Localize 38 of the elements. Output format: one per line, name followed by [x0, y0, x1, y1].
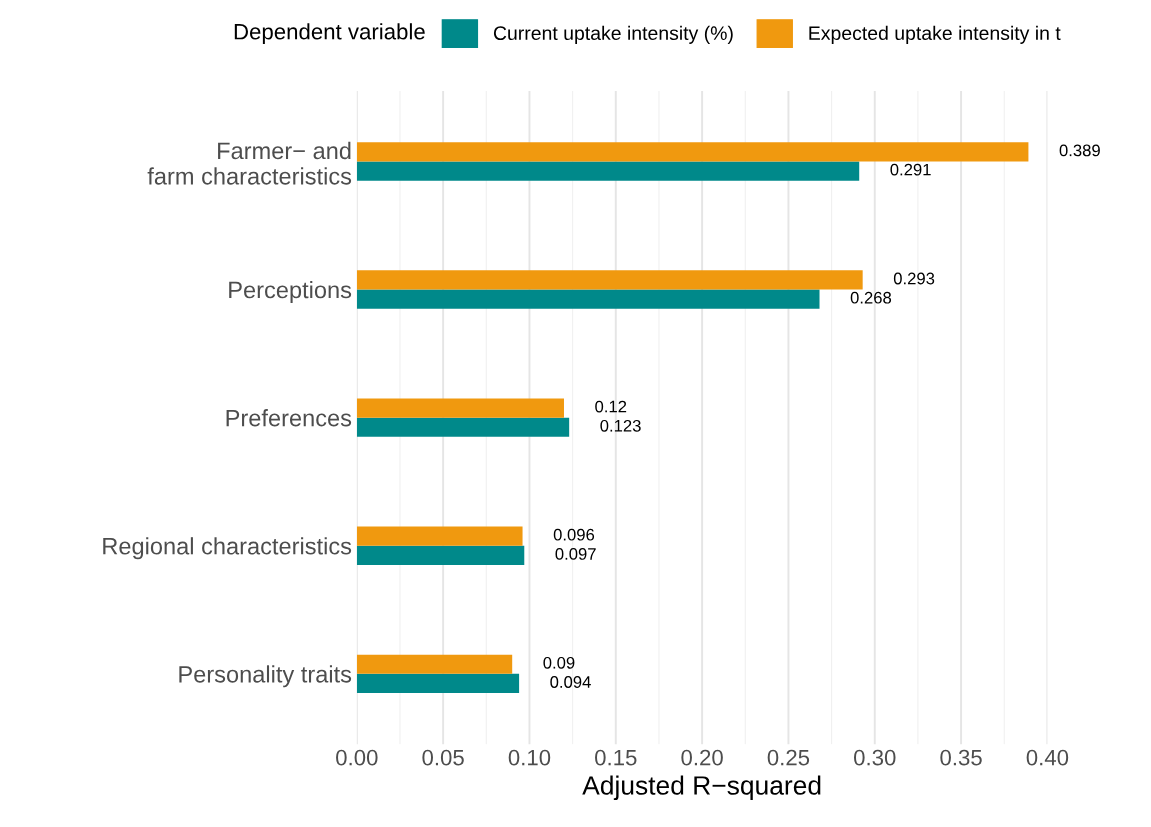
bar — [356, 398, 564, 418]
x-tick-label: 0.20 — [681, 749, 723, 766]
y-tick-label: Regional characteristics — [103, 537, 352, 560]
legend-title: Dependent variable — [234, 23, 425, 44]
x-tick-label: 0.30 — [854, 749, 896, 766]
y-tick-label: Farmer− and farm characteristics — [147, 141, 352, 185]
legend-label: Expected uptake intensity in t — [809, 25, 1061, 44]
data-label: 0.09 — [543, 656, 575, 669]
legend-label: Current uptake intensity (%) — [493, 25, 733, 44]
data-label: 0.293 — [893, 272, 935, 285]
bar — [356, 270, 863, 290]
x-tick-label: 0.25 — [767, 749, 810, 766]
bar — [356, 142, 1029, 162]
bar — [356, 289, 820, 309]
data-label: 0.389 — [1059, 144, 1100, 157]
x-axis-title: Adjusted R−squared — [582, 775, 821, 801]
data-label: 0.096 — [553, 528, 595, 541]
data-label: 0.097 — [555, 548, 596, 560]
y-tick-label: Personality traits — [179, 665, 352, 688]
data-label: 0.094 — [550, 676, 591, 688]
x-tick-label: 0.35 — [940, 749, 982, 766]
data-label: 0.123 — [600, 419, 641, 432]
bar — [356, 545, 525, 565]
y-tick-label: Preferences — [226, 409, 352, 427]
data-label: 0.268 — [850, 291, 892, 304]
x-tick-label: 0.00 — [336, 749, 378, 766]
x-tick-label: 0.10 — [508, 749, 551, 766]
x-tick-label: 0.40 — [1026, 749, 1069, 766]
bar — [356, 526, 523, 546]
y-tick-label: Perceptions — [229, 280, 352, 303]
bar — [356, 654, 513, 674]
x-tick-label: 0.05 — [422, 749, 464, 766]
bar — [356, 673, 520, 694]
bar — [356, 161, 860, 181]
bar — [356, 417, 570, 437]
data-label: 0.12 — [595, 400, 627, 413]
x-tick-label: 0.15 — [595, 749, 637, 766]
data-label: 0.291 — [890, 163, 931, 176]
